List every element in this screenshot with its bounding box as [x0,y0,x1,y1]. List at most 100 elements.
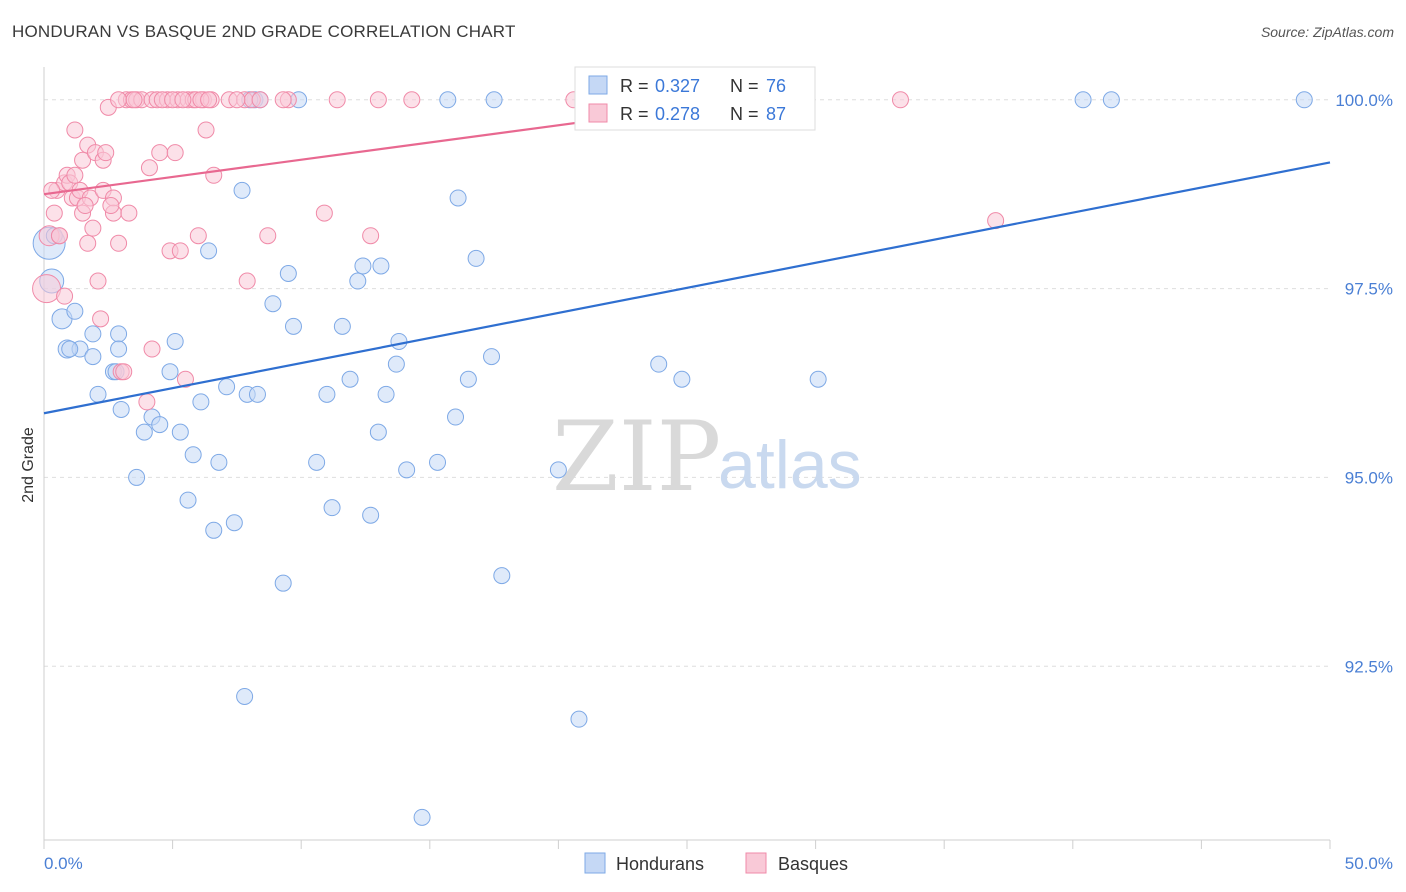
hondurans-point-39 [284,317,302,335]
basques-point-70 [891,91,909,109]
basques-point-37 [140,159,158,177]
y-axis-title: 2nd Grade [20,427,37,503]
y-tick-label-0: 100.0% [1335,91,1393,110]
legend-label-hondurans: Hondurans [616,854,704,874]
hondurans-point-49 [369,423,387,441]
hondurans-point-43 [323,499,341,517]
hondurans-point-9 [89,385,107,403]
hondurans-point-46 [349,272,367,290]
hondurans-point-53 [387,355,405,373]
basques-point-10 [66,166,84,184]
hondurans-point-28 [218,378,236,396]
hondurans-point-56 [429,453,447,471]
hondurans-point-22 [179,491,197,509]
hondurans-point-73 [1295,91,1313,109]
basques-point-50 [189,227,207,245]
hondurans-point-75 [61,340,79,358]
stats-blue-r-label: R = [620,76,649,96]
x-tick-label-0: 0.0% [44,854,83,873]
basques-point-6 [56,287,74,305]
hondurans-point-29 [225,514,243,532]
basques-point-62 [315,204,333,222]
y-tick-labels: 100.0% 97.5% 95.0% 92.5% [1335,91,1393,677]
hondurans-point-52 [390,332,408,350]
hondurans-point-27 [210,453,228,471]
basques-point-65 [369,91,387,109]
y-tick-label-3: 92.5% [1345,657,1393,676]
basques-point-59 [251,91,269,109]
basques-point-84 [174,91,192,109]
hondurans-point-41 [308,453,326,471]
hondurans-point-58 [449,189,467,207]
basques-point-21 [89,272,107,290]
x-tick-labels: 0.0% 50.0% [44,854,1393,873]
stats-blue-n-label: N = [730,76,759,96]
basques-point-2 [45,204,63,222]
basques-point-19 [84,219,102,237]
legend-swatch-basques [745,852,767,874]
legend-label-basques: Basques [778,854,848,874]
basques-point-81 [125,91,143,109]
stats-legend: R = 0.327 N = 76 R = 0.278 N = 87 [574,66,816,131]
hondurans-point-64 [493,567,511,585]
stats-blue-r-value: 0.327 [655,76,700,96]
hondurans-point-38 [279,264,297,282]
basques-point-44 [166,144,184,162]
basques-point-38 [143,340,161,358]
hondurans-point-37 [274,574,292,592]
hondurans-point-7 [84,325,102,343]
hondurans-point-42 [318,385,336,403]
chart-source: Source: ZipAtlas.com [1260,24,1394,40]
hondurans-point-68 [673,370,691,388]
hondurans-point-11 [110,325,128,343]
hondurans-point-61 [467,249,485,267]
stats-pink-n-label: N = [730,104,759,124]
basques-point-63 [328,91,346,109]
stats-pink-r-label: R = [620,104,649,124]
hondurans-point-62 [485,91,503,109]
stats-blue-n-value: 76 [766,76,786,96]
hondurans-trend-line [43,161,1331,415]
series-legend: Hondurans Basques [584,852,848,874]
basques-point-17 [79,234,97,252]
hondurans-point-47 [354,257,372,275]
basques-point-52 [197,121,215,139]
legend-swatch-hondurans [584,852,606,874]
basques-point-11 [66,121,84,139]
basques-point-74 [76,197,94,215]
watermark-zip: ZIP [552,401,721,513]
hondurans-point-45 [341,370,359,388]
hondurans-point-5 [66,302,84,320]
basques-point-72 [43,181,61,199]
hondurans-point-26 [205,521,223,539]
basques-point-75 [102,197,120,215]
basques-point-64 [362,227,380,245]
hondurans-point-15 [128,468,146,486]
watermark: ZIP atlas [552,401,862,513]
basques-point-32 [120,204,138,222]
series-basques-points [32,91,1005,411]
hondurans-point-36 [264,295,282,313]
basques-point-36 [138,393,156,411]
hondurans-point-30 [233,181,251,199]
basques-point-41 [151,144,169,162]
hondurans-point-70 [809,370,827,388]
hondurans-point-66 [570,710,588,728]
basques-point-57 [238,272,256,290]
basques-point-0 [32,274,62,304]
stats-pink-n-value: 87 [766,104,786,124]
hondurans-point-51 [377,385,395,403]
basques-point-29 [110,234,128,252]
hondurans-point-57 [439,91,457,109]
watermark-atlas: atlas [718,427,862,503]
hondurans-point-50 [372,257,390,275]
y-tick-label-1: 97.5% [1345,280,1393,299]
trend-lines [43,94,1331,415]
stats-legend-box [574,66,816,131]
hondurans-point-44 [333,317,351,335]
hondurans-point-65 [549,461,567,479]
hondurans-point-18 [151,416,169,434]
basques-point-47 [176,370,194,388]
basques-point-14 [74,151,92,169]
